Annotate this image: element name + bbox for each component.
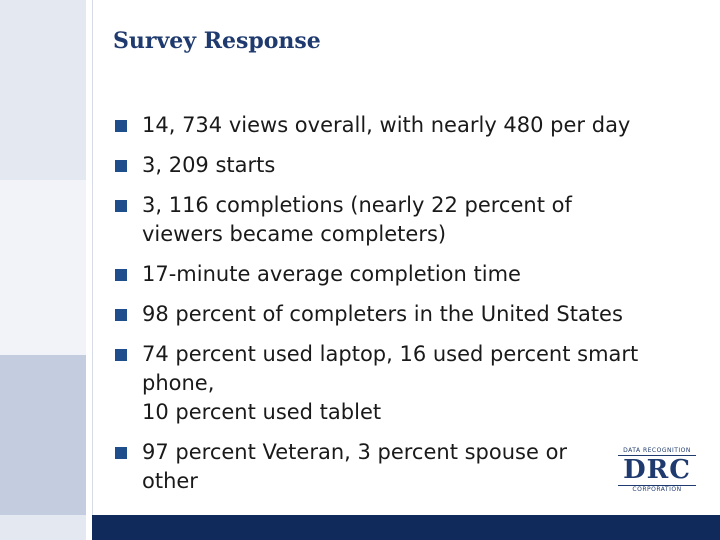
bullet-text: 3, 116 completions (nearly 22 percent of… [142, 193, 572, 246]
logo-bottom-text: CORPORATION [632, 486, 682, 493]
logo-rule [618, 455, 696, 456]
square-bullet-icon [115, 309, 127, 321]
bullet-text: 98 percent of completers in the United S… [142, 302, 623, 326]
square-bullet-icon [115, 120, 127, 132]
bullet-text: 74 percent used laptop, 16 used percent … [142, 342, 639, 424]
logo-top-text: DATA RECOGNITION [623, 447, 691, 454]
bullet-item: 17-minute average completion time [115, 260, 705, 289]
bullet-text: 17-minute average completion time [142, 262, 521, 286]
bullet-list: 14, 734 views overall, with nearly 480 p… [115, 111, 705, 496]
bullet-item: 97 percent Veteran, 3 percent spouse or … [115, 438, 705, 496]
square-bullet-icon [115, 160, 127, 172]
bullet-item: 74 percent used laptop, 16 used percent … [115, 340, 705, 427]
square-bullet-icon [115, 200, 127, 212]
square-bullet-icon [115, 447, 127, 459]
bullet-text: 14, 734 views overall, with nearly 480 p… [142, 113, 631, 137]
bottom-bar [92, 515, 720, 540]
side-block-middle [0, 180, 86, 355]
logo-rule [618, 485, 696, 486]
divider-line [92, 0, 93, 515]
side-block-lower [0, 355, 86, 515]
slide-title: Survey Response [113, 28, 321, 54]
bullet-text: 3, 209 starts [142, 153, 276, 177]
side-strip [0, 0, 86, 540]
bullet-item: 98 percent of completers in the United S… [115, 300, 705, 329]
bullet-text: 97 percent Veteran, 3 percent spouse or … [142, 440, 568, 493]
bullet-item: 14, 734 views overall, with nearly 480 p… [115, 111, 705, 140]
square-bullet-icon [115, 349, 127, 361]
side-block-top [0, 0, 86, 180]
square-bullet-icon [115, 269, 127, 281]
drc-logo: DATA RECOGNITION DRC CORPORATION [618, 447, 696, 495]
logo-mark: DRC [623, 455, 691, 485]
bullet-item: 3, 116 completions (nearly 22 percent of… [115, 191, 705, 249]
side-block-bottom [0, 515, 86, 540]
bullet-item: 3, 209 starts [115, 151, 705, 180]
